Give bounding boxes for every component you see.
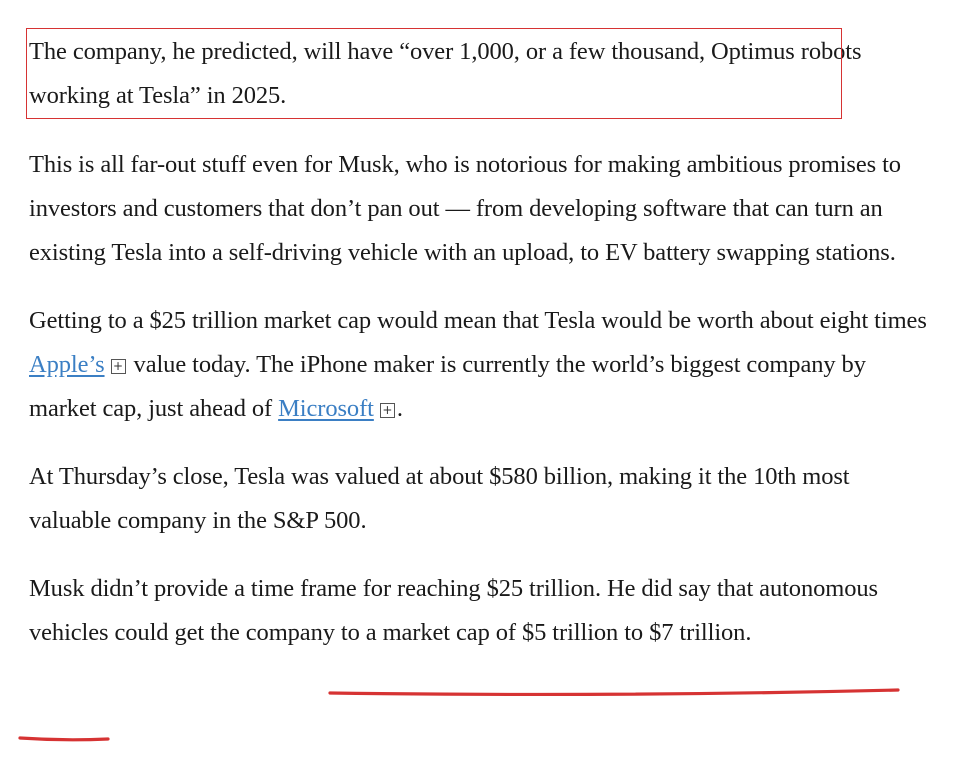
- paragraph-market-cap-comparison: Getting to a $25 trillion market cap wou…: [29, 299, 934, 431]
- article-body: The company, he predicted, will have “ov…: [29, 30, 934, 679]
- red-underline-stroke: [18, 736, 110, 742]
- paragraph-musk-promises: This is all far-out stuff even for Musk,…: [29, 151, 901, 266]
- microsoft-link[interactable]: Microsoft: [278, 395, 374, 422]
- paragraph-text-segment: Getting to a $25 trillion market cap wou…: [29, 307, 927, 334]
- paragraph-text-segment: .: [396, 395, 403, 422]
- paragraph-text-segment: value today. The iPhone maker is current…: [29, 351, 866, 422]
- microsoft-expand-icon[interactable]: +: [379, 403, 395, 418]
- red-underline-stroke: [328, 688, 900, 697]
- paragraph-optimus-prediction: The company, he predicted, will have “ov…: [29, 38, 862, 109]
- apple-link[interactable]: Apple’s: [29, 351, 105, 378]
- apple-expand-icon[interactable]: +: [110, 359, 126, 374]
- paragraph-thursday-close: At Thursday’s close, Tesla was valued at…: [29, 463, 850, 534]
- paragraph-time-frame: Musk didn’t provide a time frame for rea…: [29, 575, 878, 646]
